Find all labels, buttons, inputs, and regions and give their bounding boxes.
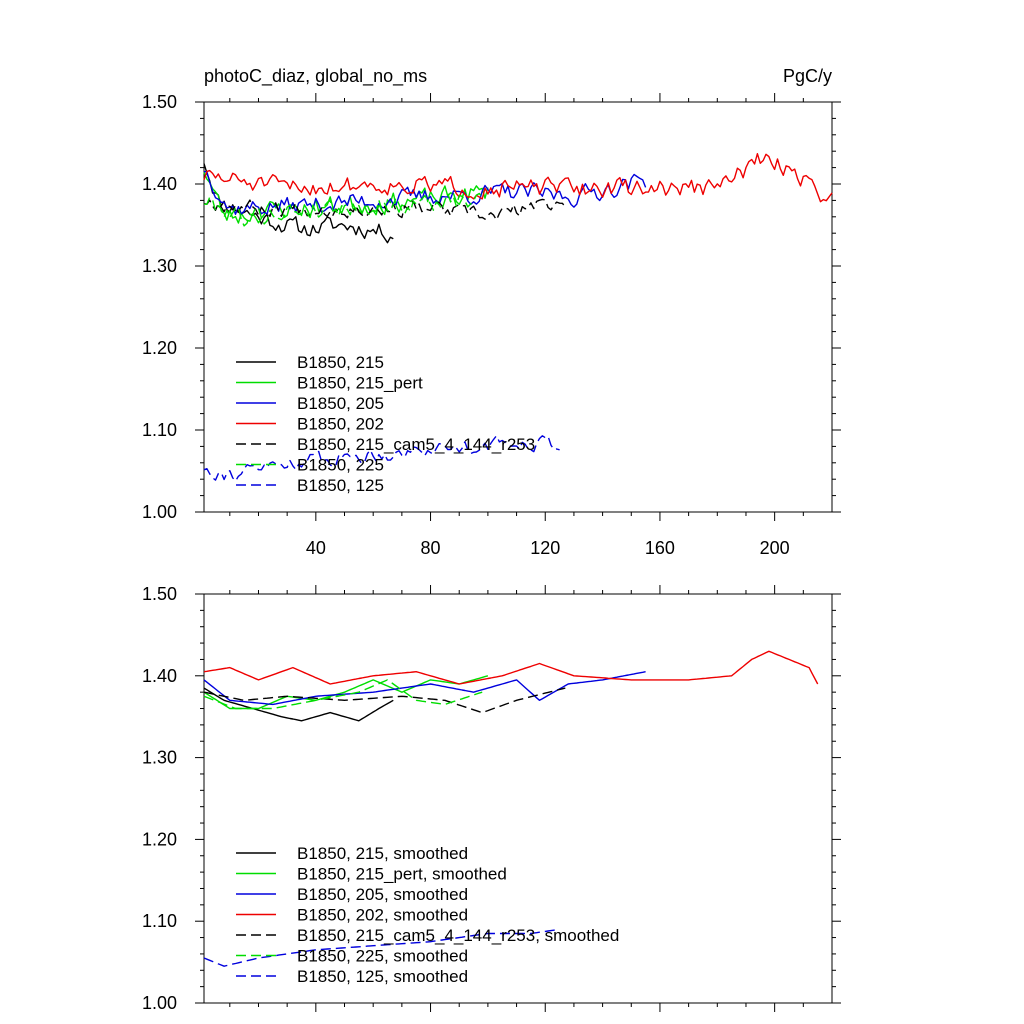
series-line xyxy=(203,928,560,967)
legend-label: B1850, 225, smoothed xyxy=(297,947,468,966)
series-line xyxy=(203,679,483,710)
top-panel: photoC_diaz, global_no_ms PgC/y 40 80 120 1… xyxy=(142,66,841,558)
series-line xyxy=(203,198,566,221)
legend-label: B1850, 125 xyxy=(297,476,384,495)
legend-label: B1850, 215_cam5_4_144_r253, smoothed xyxy=(297,926,619,945)
y-tick-label: 1.50 xyxy=(142,584,177,604)
legend-label: B1850, 205, smoothed xyxy=(297,885,468,904)
legend-label: B1850, 215_pert, smoothed xyxy=(297,865,507,884)
legend-label: B1850, 215 xyxy=(297,353,384,372)
legend-label: B1850, 202, smoothed xyxy=(297,906,468,925)
y-tick-label: 1.00 xyxy=(142,502,177,522)
y-tick-label: 1.10 xyxy=(142,911,177,931)
x-tick-label: 120 xyxy=(530,538,560,558)
legend-label: B1850, 202 xyxy=(297,415,384,434)
series-line xyxy=(203,671,646,706)
legend-label: B1850, 215_pert xyxy=(297,374,423,393)
series-line xyxy=(203,687,566,714)
series-line xyxy=(203,687,394,722)
series-line xyxy=(203,435,560,482)
plot-frame xyxy=(203,101,833,513)
x-tick-label: 160 xyxy=(645,538,675,558)
y-tick-label: 1.00 xyxy=(142,993,177,1013)
series-line xyxy=(203,152,833,203)
series-line xyxy=(203,650,819,685)
series-line xyxy=(203,171,489,224)
y-tick-label: 1.40 xyxy=(142,174,177,194)
legend-label: B1850, 225 xyxy=(297,456,384,475)
chart-title-left: photoC_diaz, global_no_ms xyxy=(204,66,427,87)
y-tick-label: 1.40 xyxy=(142,666,177,686)
bottom-panel: 1.00 1.10 1.20 1.30 1.40 1.50 B1850, 215, smoo… xyxy=(142,584,841,1013)
y-tick-label: 1.20 xyxy=(142,338,177,358)
legend-label: B1850, 215, smoothed xyxy=(297,844,468,863)
series-line xyxy=(203,163,394,244)
y-tick-label: 1.20 xyxy=(142,829,177,849)
y-tick-label: 1.30 xyxy=(142,256,177,276)
x-tick-label: 200 xyxy=(760,538,790,558)
chart-title-right: PgC/y xyxy=(783,66,832,86)
y-tick-label: 1.10 xyxy=(142,420,177,440)
x-tick-label: 40 xyxy=(306,538,326,558)
legend-label: B1850, 205 xyxy=(297,394,384,413)
legend-label: B1850, 125, smoothed xyxy=(297,967,468,986)
y-tick-label: 1.50 xyxy=(142,92,177,112)
series-line xyxy=(204,192,483,227)
y-tick-label: 1.30 xyxy=(142,748,177,768)
legend-label: B1850, 215_cam5_4_144_r253 xyxy=(297,435,535,454)
plot-frame xyxy=(203,593,833,1004)
x-tick-label: 80 xyxy=(421,538,441,558)
